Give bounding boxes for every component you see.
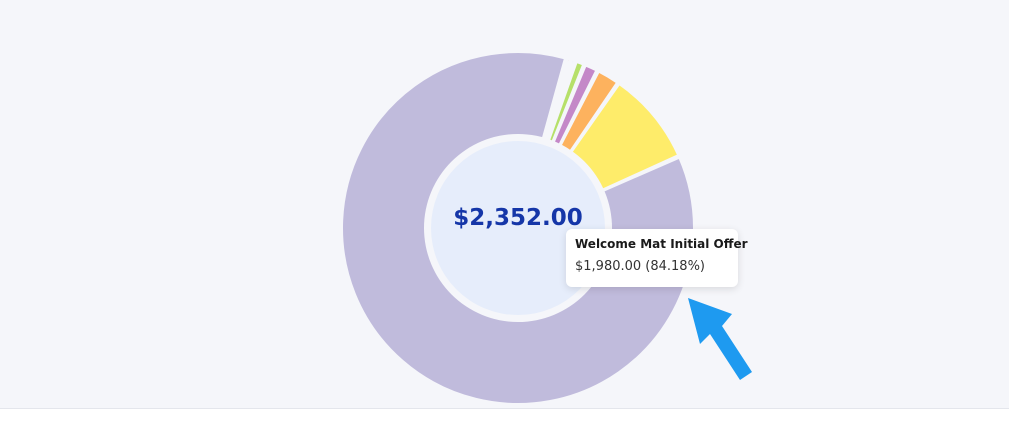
tooltip-value: $1,980.00 (84.18%): [575, 259, 706, 274]
donut-center: [431, 141, 605, 315]
panel-divider: [0, 408, 1009, 409]
pointer-arrow-icon: [688, 298, 752, 380]
donut-total-label: $2,352.00: [453, 205, 583, 231]
tooltip-title: Welcome Mat Initial Offer: [575, 237, 748, 251]
slice-tooltip: Welcome Mat Initial Offer $1,980.00 (84.…: [566, 229, 748, 287]
